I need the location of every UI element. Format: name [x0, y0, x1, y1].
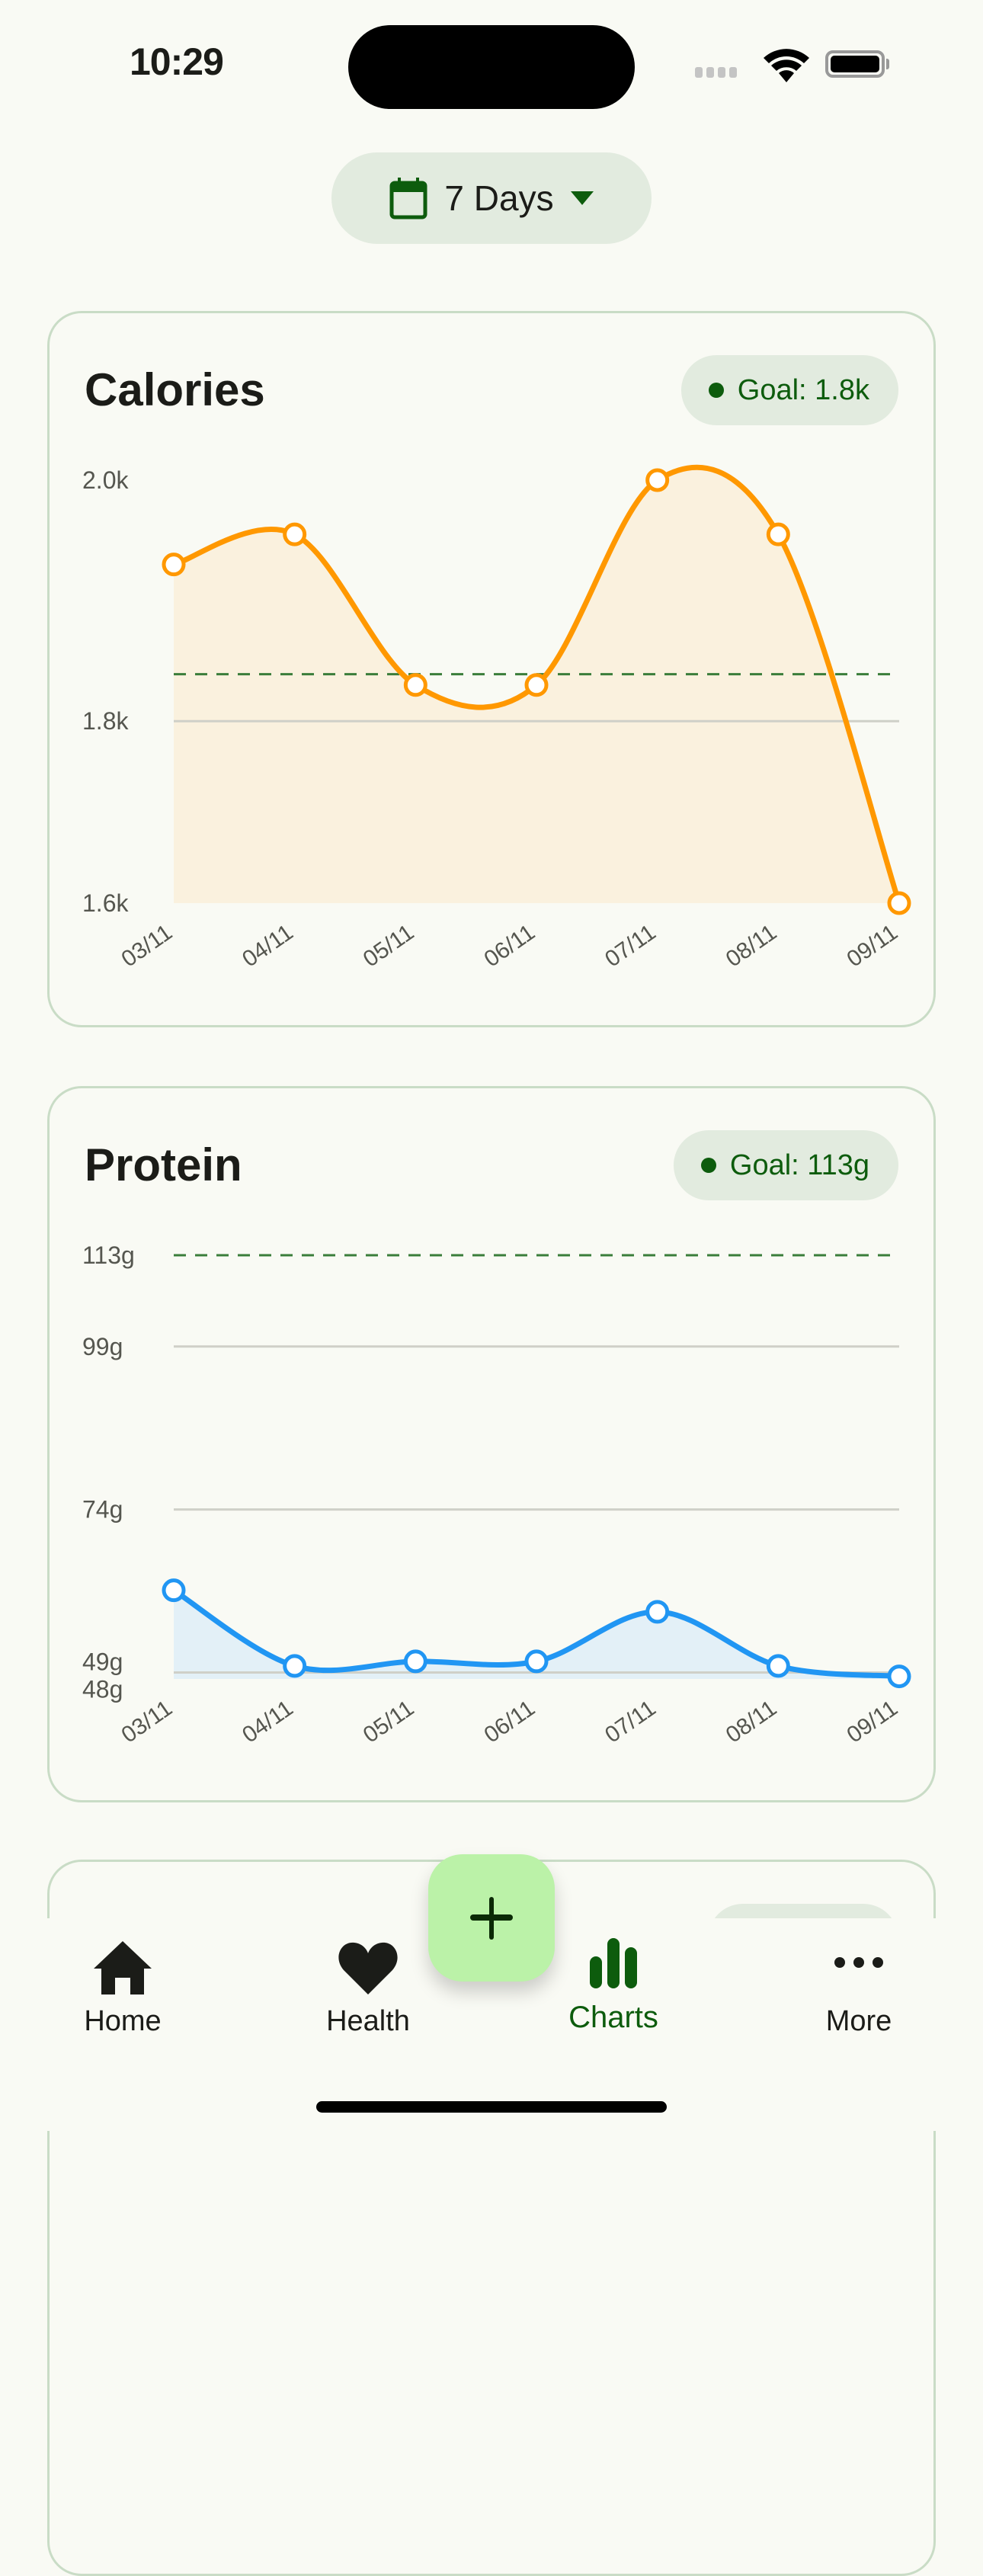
goal-badge: Goal: 113g: [673, 1130, 898, 1200]
add-entry-button[interactable]: [428, 1854, 555, 1982]
wifi-icon: [764, 49, 809, 82]
data-point: [403, 1649, 427, 1674]
data-point: [524, 1649, 549, 1674]
card-title: Protein: [85, 1139, 242, 1190]
goal-badge-label: Goal: 113g: [729, 1149, 869, 1181]
x-tick-label: 09/11: [842, 1696, 902, 1748]
data-point: [766, 1654, 790, 1678]
range-selector-button[interactable]: 7 Days: [331, 152, 652, 244]
nav-item-more[interactable]: More: [767, 1940, 950, 2038]
nav-label: Health: [326, 2005, 410, 2037]
protein-card: Protein Goal: 113g: [47, 1086, 936, 1802]
goal-badge: Goal: 1.8k: [680, 355, 898, 425]
x-tick-label: 03/11: [117, 1696, 177, 1748]
data-point: [645, 1600, 670, 1624]
x-tick-label: 07/11: [600, 1696, 661, 1748]
plus-icon: [470, 1896, 513, 1940]
data-point: [162, 1578, 186, 1603]
x-tick-label: 04/11: [238, 1696, 298, 1748]
x-tick-label: 06/11: [479, 1696, 540, 1748]
y-tick-label: 2.0k: [82, 466, 129, 494]
heart-icon: [338, 1942, 398, 1994]
battery-tip: [886, 59, 889, 69]
cellular-signal-icon: [695, 67, 737, 78]
data-point: [524, 673, 549, 697]
data-point: [766, 522, 790, 546]
data-point: [887, 891, 911, 915]
nav-label: Charts: [568, 2001, 658, 2034]
home-icon: [94, 1941, 152, 1994]
data-point: [283, 1654, 307, 1678]
dynamic-island: [348, 25, 635, 109]
data-point: [283, 522, 307, 546]
y-tick-label: 1.6k: [82, 889, 129, 917]
y-tick-label: 74g: [82, 1496, 123, 1523]
x-tick-label: 05/11: [359, 1696, 419, 1748]
goal-dot-icon: [708, 383, 724, 398]
card-title: Calories: [85, 364, 265, 415]
more-icon: [834, 1957, 883, 1968]
nav-item-home[interactable]: Home: [31, 1940, 214, 2038]
data-point: [162, 553, 186, 577]
nav-item-charts[interactable]: Charts: [522, 1935, 705, 2035]
status-time: 10:29: [130, 40, 224, 83]
x-tick-label: 08/11: [722, 1696, 782, 1748]
y-tick-label: 113g: [82, 1242, 135, 1269]
y-tick-label: 48g: [82, 1676, 123, 1703]
series-line: [171, 464, 902, 906]
y-tick-label: 99g: [82, 1333, 123, 1360]
home-indicator: [316, 2101, 667, 2113]
goal-badge-label: Goal: 1.8k: [737, 373, 869, 406]
area-fill: [174, 1590, 899, 1679]
nav-item-health[interactable]: Health: [277, 1940, 459, 2038]
data-point: [403, 673, 427, 697]
caret-down-icon: [570, 191, 594, 205]
data-point: [887, 1664, 911, 1689]
y-tick-label: 49g: [82, 1648, 123, 1676]
range-selector-label: 7 Days: [444, 178, 554, 218]
nav-label: Home: [84, 2005, 162, 2037]
goal-dot-icon: [700, 1158, 716, 1173]
nav-label: More: [825, 2005, 892, 2037]
data-point: [645, 468, 670, 492]
battery-icon: [825, 50, 885, 78]
calendar-icon: [389, 178, 427, 219]
y-tick-label: 1.8k: [82, 707, 129, 735]
bar-chart-icon: [590, 1938, 637, 1988]
